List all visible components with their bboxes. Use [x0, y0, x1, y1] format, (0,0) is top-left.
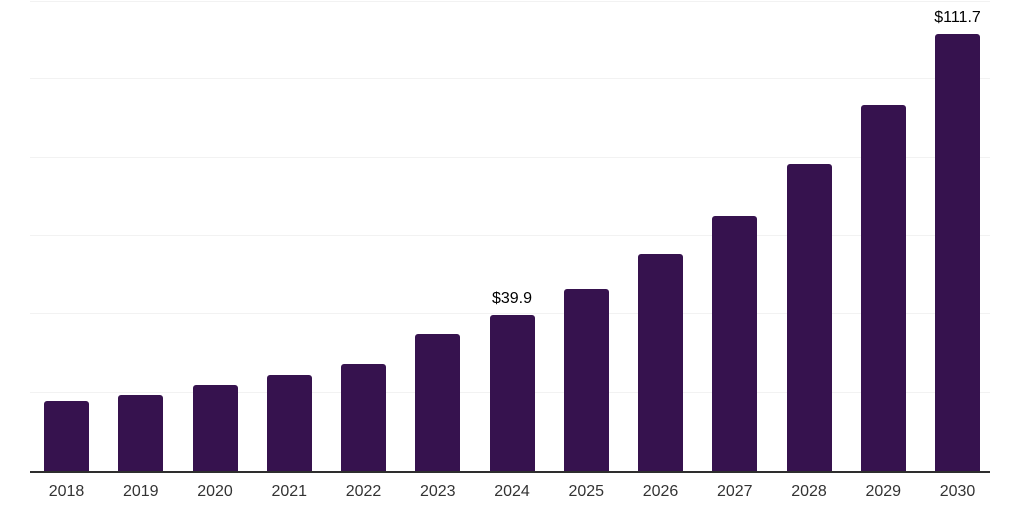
bar-2025	[563, 288, 609, 471]
bar-2026	[638, 254, 683, 471]
bar-2023	[415, 333, 461, 471]
gridline	[30, 156, 990, 158]
bar-2027	[712, 215, 758, 471]
gridline	[30, 313, 990, 315]
x-tick-label-2025: 2025	[568, 483, 605, 500]
x-axis-labels: 2018 2019 2020 2021 2022 2023 2024 2025 2026 2027…	[30, 483, 990, 505]
x-tick-label-2027: 2027	[716, 483, 753, 500]
bar-2029	[860, 105, 906, 471]
x-tick-label-2026: 2026	[642, 483, 679, 500]
bar-2024	[489, 314, 535, 471]
bar-2019	[118, 394, 164, 471]
bar-value-label-2030: $111.7	[934, 8, 981, 26]
gridline	[30, 78, 990, 80]
x-tick-label-2019: 2019	[122, 483, 159, 500]
bar-2020	[192, 385, 238, 471]
x-tick-label-2022: 2022	[345, 483, 382, 500]
x-tick-label-2020: 2020	[197, 483, 233, 500]
plot-area: $39.9 $111.7	[30, 1, 990, 473]
bar-2018	[44, 401, 89, 471]
gridline	[30, 235, 990, 236]
x-tick-label-2029: 2029	[865, 483, 902, 500]
bar-2030	[935, 33, 980, 471]
bar-2028	[786, 164, 832, 471]
x-tick-label-2018: 2018	[48, 483, 85, 500]
gridline	[30, 1, 990, 2]
x-tick-label-2021: 2021	[271, 483, 308, 500]
x-tick-label-2023: 2023	[419, 483, 456, 500]
bar-value-label-2024: $39.9	[491, 289, 533, 307]
bar-2021	[266, 375, 312, 471]
x-tick-label-2024: 2024	[494, 483, 530, 500]
bar-2022	[341, 364, 386, 471]
x-tick-label-2028: 2028	[791, 483, 827, 500]
x-tick-label-2030: 2030	[939, 483, 976, 500]
x-axis-line	[30, 471, 990, 473]
